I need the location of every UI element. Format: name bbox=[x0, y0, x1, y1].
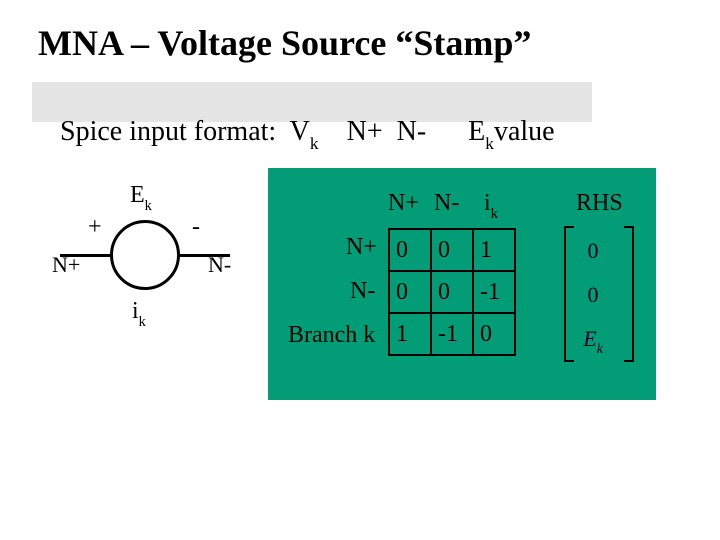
ik-text: i bbox=[132, 298, 139, 324]
table-row: 0 0 1 bbox=[389, 229, 515, 271]
rhs-ek-sub: k bbox=[597, 341, 603, 356]
ek-subscript: k bbox=[485, 134, 494, 153]
page-title: MNA – Voltage Source “Stamp” bbox=[38, 22, 531, 64]
col-ik-text: i bbox=[484, 190, 491, 216]
matrix-cell: 0 bbox=[389, 229, 431, 271]
rhs-ek-text: E bbox=[583, 326, 596, 351]
col-header-ik: ik bbox=[484, 190, 498, 221]
polarity-plus: + bbox=[88, 214, 102, 241]
circuit-diagram: Ek + - N+ N- ik bbox=[60, 170, 260, 370]
ek-text: E bbox=[130, 182, 145, 208]
col-header-nminus: N- bbox=[434, 190, 459, 217]
matrix-cell: 0 bbox=[473, 313, 515, 355]
col-ik-sub: k bbox=[491, 206, 498, 222]
stamp-panel: N+ N- ik N+ N- Branch k 0 0 1 0 0 -1 1 -… bbox=[268, 168, 656, 400]
table-row: 0 0 -1 bbox=[389, 271, 515, 313]
matrix-cell: -1 bbox=[473, 271, 515, 313]
polarity-minus: - bbox=[192, 214, 200, 241]
subtitle-prefix: Spice input format: V bbox=[60, 116, 310, 147]
col-header-nplus: N+ bbox=[388, 190, 419, 217]
node-n-plus: N+ bbox=[52, 252, 80, 278]
matrix-cell: 0 bbox=[389, 271, 431, 313]
rhs-title: RHS bbox=[576, 190, 623, 217]
rhs-cell-2: 0 bbox=[564, 282, 622, 308]
matrix-cell: 0 bbox=[431, 271, 473, 313]
ik-sub: k bbox=[139, 314, 146, 330]
voltage-source-icon bbox=[110, 220, 180, 290]
ik-label: ik bbox=[132, 298, 146, 329]
bracket-right-icon bbox=[624, 226, 634, 362]
stamp-matrix: 0 0 1 0 0 -1 1 -1 0 bbox=[388, 228, 516, 356]
rhs-cell-1: 0 bbox=[564, 238, 622, 264]
row-label-nplus: N+ bbox=[346, 234, 377, 261]
matrix-cell: 1 bbox=[473, 229, 515, 271]
rhs-cell-3: Ek bbox=[564, 326, 622, 355]
row-label-nminus: N- bbox=[350, 278, 375, 305]
matrix-cell: 0 bbox=[431, 229, 473, 271]
rhs-vector: 0 0 Ek bbox=[564, 226, 634, 362]
row-label-branch: Branch k bbox=[288, 322, 375, 349]
matrix-cell: 1 bbox=[389, 313, 431, 355]
spice-format-line: Spice input format: Vk N+ N- Ekvalue bbox=[46, 84, 555, 152]
subtitle-mid: N+ N- E bbox=[319, 116, 486, 147]
ek-label: Ek bbox=[130, 182, 152, 213]
vk-subscript: k bbox=[310, 134, 319, 153]
node-n-minus: N- bbox=[208, 252, 231, 278]
ek-sub: k bbox=[145, 198, 152, 214]
subtitle-suffix: value bbox=[494, 116, 555, 147]
matrix-cell: -1 bbox=[431, 313, 473, 355]
table-row: 1 -1 0 bbox=[389, 313, 515, 355]
